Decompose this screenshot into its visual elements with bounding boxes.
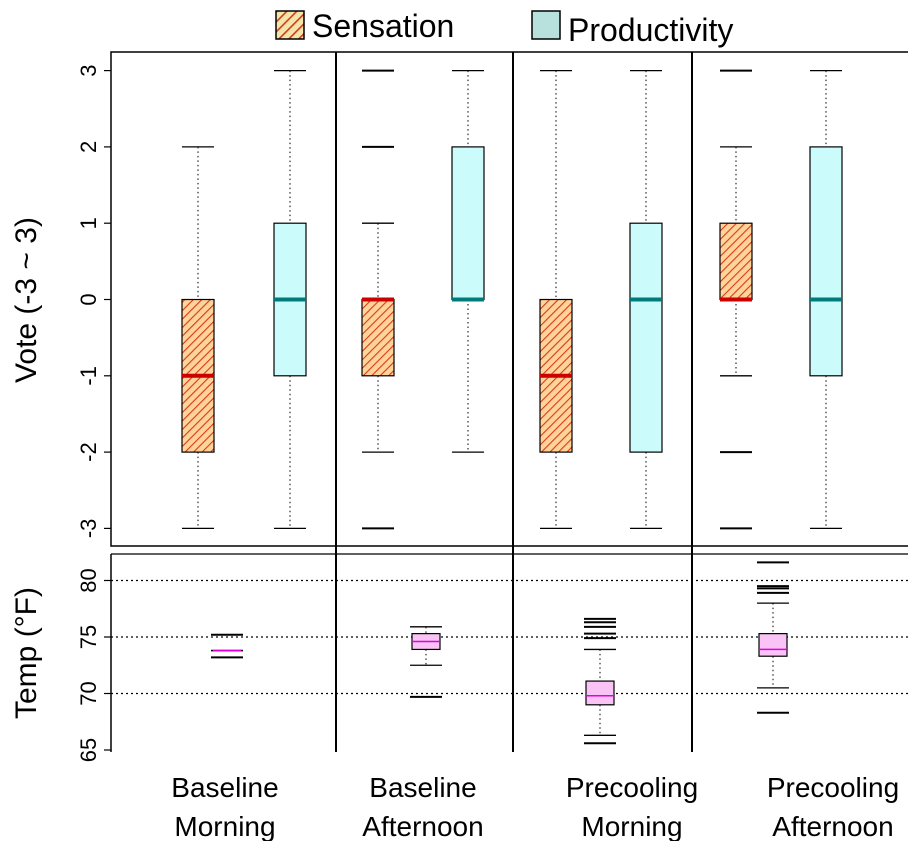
temp-panel: 65 70 75 80	[76, 553, 908, 762]
box	[211, 633, 243, 659]
y-tick-label: -2	[76, 442, 101, 462]
category-label-line2: Morning	[581, 811, 682, 841]
box	[410, 626, 442, 698]
y-tick-label: 1	[76, 217, 101, 229]
box	[361, 69, 395, 530]
box	[451, 69, 485, 453]
box	[757, 561, 789, 714]
vote-panel: -3 -2 -1 0 1 2 3	[76, 51, 908, 547]
y-tick-label: 80	[76, 568, 101, 592]
temp-y-axis: 65 70 75 80	[76, 568, 111, 762]
legend-swatch-productivity	[531, 10, 561, 40]
category-label-line2: Afternoon	[772, 811, 893, 841]
y-tick-label: 70	[76, 681, 101, 705]
category-label-line1: Baseline	[369, 772, 476, 803]
temp-gridlines	[111, 579, 908, 695]
y-tick-label: 75	[76, 625, 101, 649]
legend-label-productivity: Productivity	[568, 12, 733, 48]
y-axis-title-temp: Temp (°F)	[10, 587, 43, 719]
y-tick-label: -3	[76, 519, 101, 539]
box	[181, 146, 215, 530]
vote-boxes	[181, 69, 843, 530]
box	[809, 69, 843, 530]
category-label-line1: Precooling	[566, 772, 698, 803]
box	[629, 69, 663, 530]
box	[539, 69, 573, 530]
y-axis-title-vote: Vote (-3 ~ 3)	[10, 217, 43, 383]
y-tick-label: -1	[76, 366, 101, 386]
box-body	[629, 222, 663, 453]
box-body	[719, 222, 753, 301]
category-label-line2: Morning	[174, 811, 275, 841]
box-body	[585, 680, 615, 706]
temp-boxes	[211, 561, 789, 745]
legend-swatch-sensation	[275, 10, 305, 40]
y-tick-label: 2	[76, 141, 101, 153]
y-tick-label: 0	[76, 293, 101, 305]
box-body	[809, 146, 843, 377]
box	[719, 69, 753, 530]
vote-panel-frame	[110, 51, 908, 547]
y-tick-label: 3	[76, 64, 101, 76]
box	[273, 69, 307, 530]
legend: Sensation Productivity	[275, 8, 733, 48]
category-label-line1: Precooling	[767, 772, 899, 803]
box-body	[361, 298, 395, 377]
box-body	[451, 146, 485, 301]
box-body	[758, 633, 788, 657]
category-label-line1: Baseline	[171, 772, 278, 803]
y-tick-label: 65	[76, 738, 101, 762]
vote-y-axis: -3 -2 -1 0 1 2 3	[76, 64, 111, 538]
x-axis-category-labels: Baseline Morning Baseline Afternoon Prec…	[171, 772, 899, 841]
box	[584, 617, 616, 745]
legend-label-sensation: Sensation	[312, 8, 454, 44]
category-label-line2: Afternoon	[362, 811, 483, 841]
